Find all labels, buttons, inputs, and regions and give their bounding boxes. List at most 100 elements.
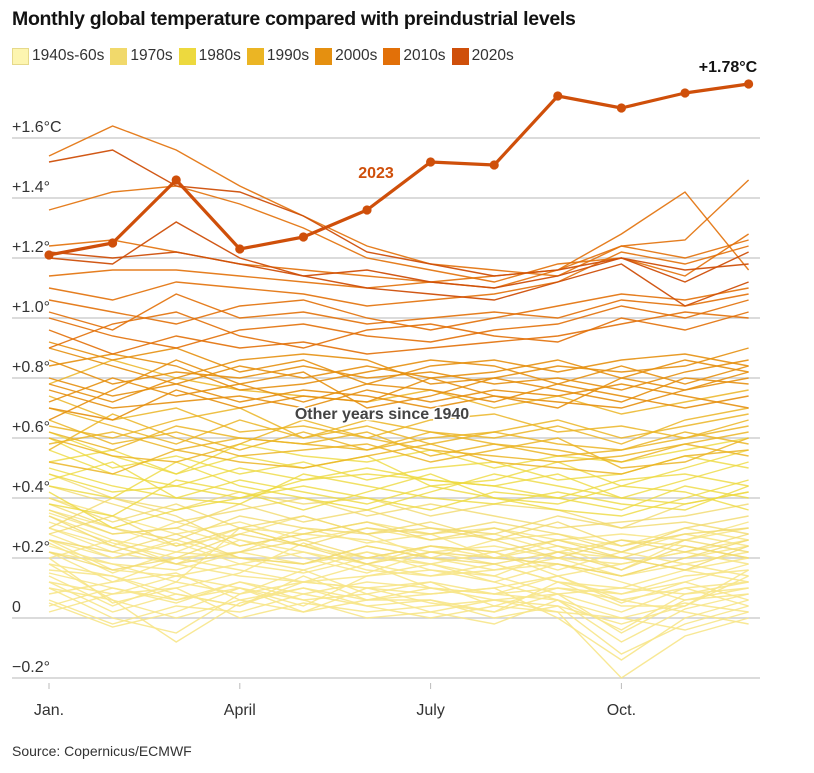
year-line-1980s — [48, 473, 749, 517]
year-line-1990s — [48, 413, 749, 469]
x-tick-label: April — [224, 702, 256, 719]
year-line-2000s — [48, 341, 749, 385]
y-tick-label: +1.4° — [12, 179, 50, 196]
year-line-1940s-60s — [48, 521, 749, 571]
year-line-1980s — [48, 467, 749, 517]
year-line-1980s — [48, 461, 749, 511]
point-2023[interactable] — [298, 232, 308, 242]
point-2023[interactable] — [744, 79, 754, 89]
source-note: Source: Copernicus/ECMWF — [12, 743, 192, 759]
year-line-1940s-60s — [48, 593, 749, 679]
legend-item: 1980s — [178, 47, 241, 65]
year-line-1940s-60s — [48, 581, 749, 619]
year-line-2010s — [48, 125, 750, 277]
y-tick-label: +0.6° — [12, 419, 50, 436]
year-line-1970s — [48, 503, 749, 535]
year-line-2010s — [48, 311, 749, 349]
year-line-1940s-60s — [48, 569, 749, 607]
legend-item: 2010s — [383, 47, 446, 65]
year-line-1970s — [48, 485, 749, 529]
year-line-1940s-60s — [48, 521, 749, 565]
legend-swatch — [315, 47, 333, 65]
year-line-1980s — [48, 485, 749, 529]
year-line-2020s — [48, 221, 749, 307]
year-line-1990s — [48, 407, 749, 445]
point-2023[interactable] — [235, 244, 245, 254]
point-2023[interactable] — [44, 250, 54, 260]
legend: 1940s-60s 1970s 1980s 1990s 2000s 2010s 2020s — [12, 47, 520, 65]
year-line-2010s — [48, 311, 749, 355]
point-2023[interactable] — [426, 157, 436, 167]
highlight-2023 — [44, 79, 754, 260]
point-2023[interactable] — [171, 175, 181, 185]
y-tick-label: −0.2° — [12, 659, 50, 676]
year-line-2020s — [48, 251, 749, 289]
y-tick-label: +1.6°C — [12, 119, 62, 136]
y-tick-label: +1.0° — [12, 299, 50, 316]
label-2023: 2023 — [358, 165, 394, 182]
year-line-2010s — [48, 299, 749, 349]
annotations: 2023 +1.78°C Other years since 1940 — [293, 59, 757, 425]
other-years-label: Other years since 1940 — [295, 406, 469, 423]
x-tick-label: July — [416, 702, 444, 719]
y-axis-ticks: +1.6°C +1.4° +1.2° +1.0° +0.8° +0.6° +0.4° +0.2… — [12, 119, 62, 676]
year-line-2000s — [48, 383, 749, 409]
legend-swatch — [12, 47, 29, 65]
year-line-1970s — [48, 473, 749, 529]
x-tick-label: Oct. — [607, 702, 636, 719]
year-line-2010s — [48, 245, 749, 307]
year-line-2000s — [48, 347, 749, 403]
year-line-2000s — [48, 353, 749, 391]
year-line-1970s — [48, 515, 749, 571]
point-2023[interactable] — [680, 88, 690, 98]
year-line-2010s — [48, 293, 749, 331]
year-line-2010s — [48, 191, 750, 289]
legend-label: 2020s — [471, 47, 514, 64]
legend-item: 2020s — [451, 47, 514, 65]
legend-swatch — [178, 47, 196, 65]
y-tick-label: +0.2° — [12, 539, 50, 556]
legend-label: 1990s — [266, 47, 310, 64]
legend-label: 1980s — [198, 47, 241, 64]
legend-swatch — [110, 47, 128, 65]
legend-item: 1940s-60s — [12, 47, 104, 65]
x-axis-ticks: Jan. April July Oct. — [34, 683, 636, 719]
x-tick-label: Jan. — [34, 702, 64, 719]
year-line-1980s — [48, 449, 749, 487]
line-2023 — [48, 82, 749, 257]
y-tick-label: +0.4° — [12, 479, 50, 496]
legend-swatch — [246, 47, 264, 65]
point-2023[interactable] — [616, 103, 627, 113]
point-2023[interactable] — [362, 205, 372, 215]
y-tick-label: +0.8° — [12, 359, 50, 376]
year-line-1940s-60s — [48, 563, 749, 655]
year-line-1990s — [48, 425, 749, 457]
year-line-2000s — [48, 371, 749, 421]
legend-label: 2010s — [403, 47, 446, 64]
legend-label: 2000s — [335, 47, 378, 64]
y-tick-label: +1.2° — [12, 239, 50, 256]
legend-label: 1970s — [130, 47, 173, 64]
year-line-2010s — [48, 287, 749, 331]
other-years-lines — [48, 125, 750, 679]
year-line-1990s — [48, 443, 749, 475]
legend-swatch — [383, 47, 401, 65]
year-line-1970s — [48, 533, 749, 577]
year-line-1940s-60s — [48, 575, 749, 619]
year-line-1980s — [48, 461, 749, 511]
point-2023[interactable] — [553, 91, 563, 101]
legend-label: 1940s-60s — [32, 47, 105, 64]
legend-item: 1970s — [110, 47, 173, 65]
year-line-2010s — [48, 185, 749, 283]
year-line-1990s — [48, 407, 749, 445]
year-line-1940s-60s — [48, 569, 749, 625]
year-line-1990s — [48, 395, 749, 439]
year-line-1940s-60s — [48, 497, 749, 559]
year-line-1970s — [48, 497, 749, 553]
year-line-1940s-60s — [48, 575, 749, 661]
year-line-1940s-60s — [48, 563, 749, 607]
point-2023[interactable] — [489, 160, 499, 170]
point-2023[interactable] — [108, 238, 118, 248]
year-line-1980s — [48, 473, 749, 499]
